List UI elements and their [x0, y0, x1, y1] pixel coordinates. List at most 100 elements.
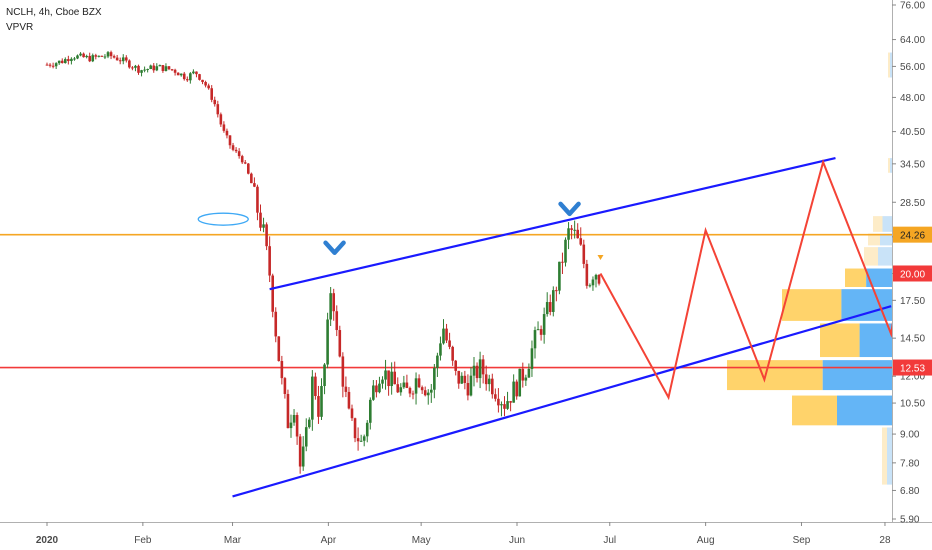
candle-body [73, 58, 76, 60]
candle-body [216, 104, 220, 115]
candle-body [350, 408, 354, 419]
candle-body [472, 365, 476, 376]
candle-body [570, 228, 573, 230]
candle-body [597, 274, 601, 284]
candle-body [286, 393, 290, 429]
candle-body [182, 73, 186, 80]
candle-body [457, 370, 461, 384]
candle-body [149, 65, 152, 70]
candle-body [109, 52, 113, 57]
candle-body [137, 65, 140, 73]
arrow-marker-icon [597, 255, 604, 261]
candle-body [67, 59, 70, 62]
candle-body [359, 440, 363, 442]
candle-body [491, 378, 494, 395]
x-tick-label: Jul [603, 535, 616, 546]
candle-body [308, 419, 311, 428]
volume-profile-bar-down [820, 323, 860, 358]
candle-body [207, 85, 210, 89]
candle-body [527, 368, 531, 378]
volume-profile-bar-down [882, 427, 887, 485]
candle-body [548, 302, 552, 312]
candle-body [405, 382, 409, 388]
candle-body [436, 355, 439, 368]
candle-body [466, 382, 470, 396]
candle-body [411, 393, 415, 395]
candle-body [103, 56, 107, 58]
candle-body [304, 427, 308, 447]
candle-body [524, 377, 528, 381]
x-tick-label: Mar [224, 535, 242, 546]
volume-profile-bar-up [859, 323, 892, 358]
volume-profile-bar-down [888, 158, 890, 173]
candle-body [225, 130, 229, 136]
candle-body [497, 398, 500, 406]
candle-body [585, 263, 589, 286]
candle-body [426, 392, 430, 396]
candle-body [402, 382, 406, 388]
candle-body [237, 151, 241, 157]
candle-body [396, 384, 400, 393]
candle-body [408, 387, 412, 394]
x-tick-label: 28 [879, 535, 891, 546]
candle-body [399, 387, 403, 393]
candle-body [509, 401, 512, 403]
candle-body [70, 58, 73, 62]
candle-body [259, 212, 262, 228]
candle-body [94, 55, 98, 57]
candle-body [372, 385, 375, 400]
candle-body [295, 415, 299, 437]
candle-body [362, 436, 366, 441]
candle-body [134, 65, 137, 68]
candle-body [503, 404, 506, 409]
candle-body [179, 73, 183, 76]
candle-body [521, 368, 525, 381]
candle-body [478, 359, 482, 379]
volume-profile-bar-up [822, 360, 892, 391]
candle-body [542, 314, 546, 335]
candle-body [561, 261, 564, 263]
candle-body [414, 378, 418, 394]
y-tick-label: 56.00 [900, 62, 925, 73]
candle-body [274, 311, 278, 337]
candle-body [201, 79, 204, 83]
candle-body [228, 135, 232, 146]
candle-body [222, 124, 226, 131]
candle-body [381, 379, 384, 384]
candle-body [164, 66, 168, 71]
volume-profile-bar-down [888, 52, 890, 78]
candle-body [423, 390, 427, 396]
candle-body [329, 293, 332, 320]
candle-body [283, 378, 287, 394]
candle-body [323, 364, 326, 387]
x-tick-label: May [412, 535, 431, 546]
channel-upper-line [269, 157, 836, 291]
candle-body [439, 343, 442, 356]
candle-body [430, 389, 433, 393]
candle-body [265, 224, 268, 247]
candle-body [460, 375, 464, 384]
candle-body [594, 274, 598, 280]
candle-body [112, 56, 116, 58]
y-tick-label: 64.00 [900, 35, 925, 46]
candle-body [317, 396, 320, 417]
candle-body [85, 55, 88, 58]
candle-body [320, 386, 323, 417]
candle-body [51, 65, 55, 67]
candle-body [280, 360, 284, 379]
price-label-bg [893, 359, 932, 376]
candle-body [140, 70, 143, 73]
candle-body [579, 238, 583, 245]
candle-body [121, 57, 125, 62]
candle-body [341, 356, 345, 387]
candle-body [247, 163, 250, 174]
candle-body [292, 415, 296, 423]
candle-body [262, 224, 265, 228]
candle-body [530, 348, 534, 369]
volume-profile-bar-down [845, 268, 867, 288]
y-tick-label: 17.50 [900, 296, 925, 307]
candle-body [481, 359, 485, 375]
candle-body [289, 422, 293, 429]
